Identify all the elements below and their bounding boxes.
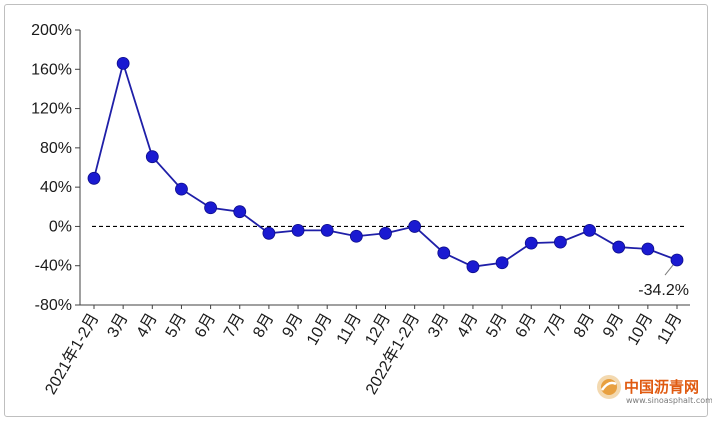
watermark-url: www.sinoasphalt.com bbox=[626, 396, 712, 405]
y-tick-label: -40% bbox=[35, 258, 72, 275]
x-tick-label: 2021年1-2月 bbox=[42, 310, 103, 398]
data-point bbox=[87, 171, 101, 185]
x-tick-label: 4月 bbox=[454, 311, 481, 341]
x-tick-label: 7月 bbox=[221, 311, 248, 341]
watermark-name: 中国沥青网 bbox=[624, 378, 700, 396]
x-tick-label: 9月 bbox=[600, 311, 627, 341]
x-axis-labels: 2021年1-2月 3月 4月 5月 6月 7月 8月 9月10月11月12月2022年1-2… bbox=[42, 305, 685, 398]
y-tick-label: 120% bbox=[31, 101, 72, 118]
x-tick-label: 4月 bbox=[134, 311, 161, 341]
annotation-label: -34.2% bbox=[638, 282, 689, 299]
data-point bbox=[641, 242, 655, 256]
data-point bbox=[349, 229, 363, 243]
x-tick-label: 5月 bbox=[163, 311, 190, 341]
data-point bbox=[554, 235, 567, 249]
data-point bbox=[262, 226, 276, 240]
chart-axes bbox=[79, 30, 690, 306]
data-point bbox=[583, 223, 596, 237]
data-point bbox=[175, 182, 188, 196]
annotation-leader bbox=[664, 264, 674, 276]
x-tick-label: 8月 bbox=[571, 311, 598, 341]
y-tick-label: -80% bbox=[35, 297, 72, 314]
data-point bbox=[116, 56, 130, 70]
data-point bbox=[612, 240, 626, 254]
data-point bbox=[379, 226, 392, 240]
data-point bbox=[320, 223, 334, 237]
data-point bbox=[408, 220, 422, 233]
y-tick-label: 40% bbox=[40, 179, 72, 196]
data-point bbox=[291, 223, 305, 237]
y-tick-label: 160% bbox=[31, 61, 72, 78]
y-axis-ticks: 200% 160% 120% 80% 40% 0% -40% -80% bbox=[31, 22, 80, 314]
data-point bbox=[466, 260, 480, 274]
x-tick-label: 7月 bbox=[542, 311, 569, 341]
data-point bbox=[437, 246, 451, 260]
x-tick-label: 3月 bbox=[104, 311, 131, 341]
data-points bbox=[87, 56, 684, 274]
x-tick-label: 8月 bbox=[250, 311, 277, 341]
x-tick-label: 5月 bbox=[483, 310, 510, 340]
y-tick-label: 200% bbox=[31, 22, 72, 39]
x-tick-label: 10月 bbox=[304, 311, 336, 349]
data-point bbox=[233, 205, 247, 219]
data-point bbox=[495, 256, 509, 270]
y-tick-label: 0% bbox=[49, 218, 72, 235]
x-tick-label: 6月 bbox=[513, 311, 540, 341]
x-tick-label: 9月 bbox=[279, 311, 306, 341]
x-tick-label: 11月 bbox=[334, 311, 365, 348]
data-point bbox=[524, 236, 538, 250]
x-tick-label: 10月 bbox=[625, 311, 657, 349]
data-point bbox=[204, 201, 218, 215]
x-tick-label: 3月 bbox=[425, 311, 452, 341]
x-tick-label: 6月 bbox=[192, 311, 219, 341]
y-tick-label: 80% bbox=[40, 140, 72, 157]
data-point bbox=[145, 150, 159, 164]
x-tick-label: 11月 bbox=[654, 311, 685, 348]
watermark: 中国沥青网 www.sinoasphalt.com bbox=[596, 372, 712, 412]
data-point bbox=[670, 253, 684, 267]
watermark-logo-icon bbox=[597, 375, 621, 399]
